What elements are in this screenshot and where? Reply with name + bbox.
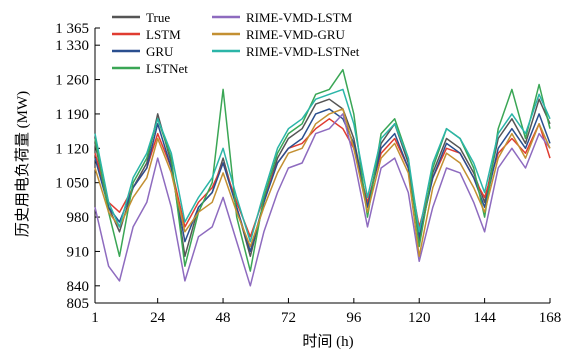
legend-item: True	[112, 10, 170, 25]
y-tick-label: 980	[67, 210, 90, 226]
y-tick-label: 1 190	[55, 107, 89, 123]
y-tick-label: 1 050	[55, 176, 89, 192]
legend-label: True	[146, 10, 170, 25]
x-tick-label: 120	[408, 310, 431, 326]
legend-item: LSTNet	[112, 61, 188, 76]
series-line-lstnet	[94, 68, 551, 272]
legend-item: GRU	[112, 44, 174, 59]
x-tick-label: 144	[473, 310, 496, 326]
series-line-rime-vmd-lstm	[94, 113, 551, 287]
x-tick-label: 96	[346, 310, 362, 326]
legend-item: RIME-VMD-GRU	[212, 27, 346, 42]
series-line-gru	[94, 108, 551, 253]
y-axis-label: 历史用电负荷量 (MW)	[14, 91, 31, 237]
y-tick-label: 1 365	[55, 21, 89, 37]
legend: True LSTM GRU LSTNet RIME-VMD-LSTM RIME-VMD-G…	[112, 10, 360, 76]
legend-item: RIME-VMD-LSTM	[212, 10, 353, 25]
y-tick-label: 840	[67, 279, 90, 295]
x-tick-label: 72	[281, 310, 296, 326]
legend-item: RIME-VMD-LSTNet	[212, 44, 360, 59]
y-tick-label: 1 120	[55, 141, 89, 157]
legend-label: RIME-VMD-LSTNet	[246, 44, 360, 59]
x-tick-label: 48	[216, 310, 231, 326]
x-tick-label: 24	[150, 310, 166, 326]
x-tick-label: 1	[91, 310, 99, 326]
legend-label: RIME-VMD-GRU	[246, 27, 346, 42]
y-tick-label: 805	[67, 296, 90, 312]
legend-label: GRU	[146, 44, 174, 59]
series-line-rime-vmd-lstnet	[94, 88, 551, 243]
legend-label: LSTM	[146, 27, 181, 42]
y-tick-label: 1 260	[55, 73, 89, 89]
series-line-rime-vmd-gru	[94, 108, 551, 258]
legend-label: LSTNet	[146, 61, 188, 76]
legend-item: LSTM	[112, 27, 181, 42]
y-tick-label: 1 330	[55, 38, 89, 54]
y-tick-label: 910	[67, 244, 90, 260]
x-tick-label: 168	[539, 310, 562, 326]
x-axis-label: 时间 (h)	[302, 333, 353, 350]
series-layer	[94, 68, 551, 287]
legend-label: RIME-VMD-LSTM	[246, 10, 353, 25]
